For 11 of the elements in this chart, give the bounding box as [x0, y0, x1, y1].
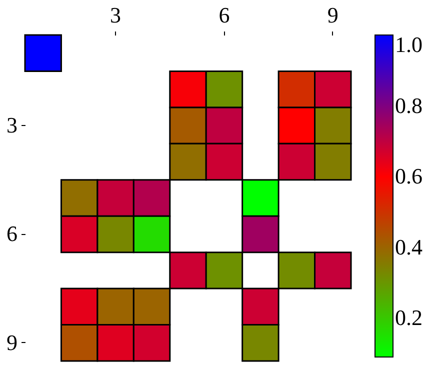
color-bar-label: 1.0 — [395, 32, 422, 57]
color-bar-label: 0.6 — [395, 164, 422, 189]
x-tick-label: 3 — [110, 2, 122, 28]
x-tick-label: 9 — [327, 2, 338, 28]
x-tick-label: 6 — [218, 2, 230, 28]
y-tick-label: 3 — [6, 112, 18, 138]
y-tick-label: 6 — [6, 221, 18, 246]
color-bar-label: 0.8 — [395, 92, 422, 118]
color-bar-label: 0.4 — [395, 234, 422, 260]
color-bar-label: 0.2 — [395, 305, 422, 330]
y-tick-label: 9 — [6, 330, 18, 355]
